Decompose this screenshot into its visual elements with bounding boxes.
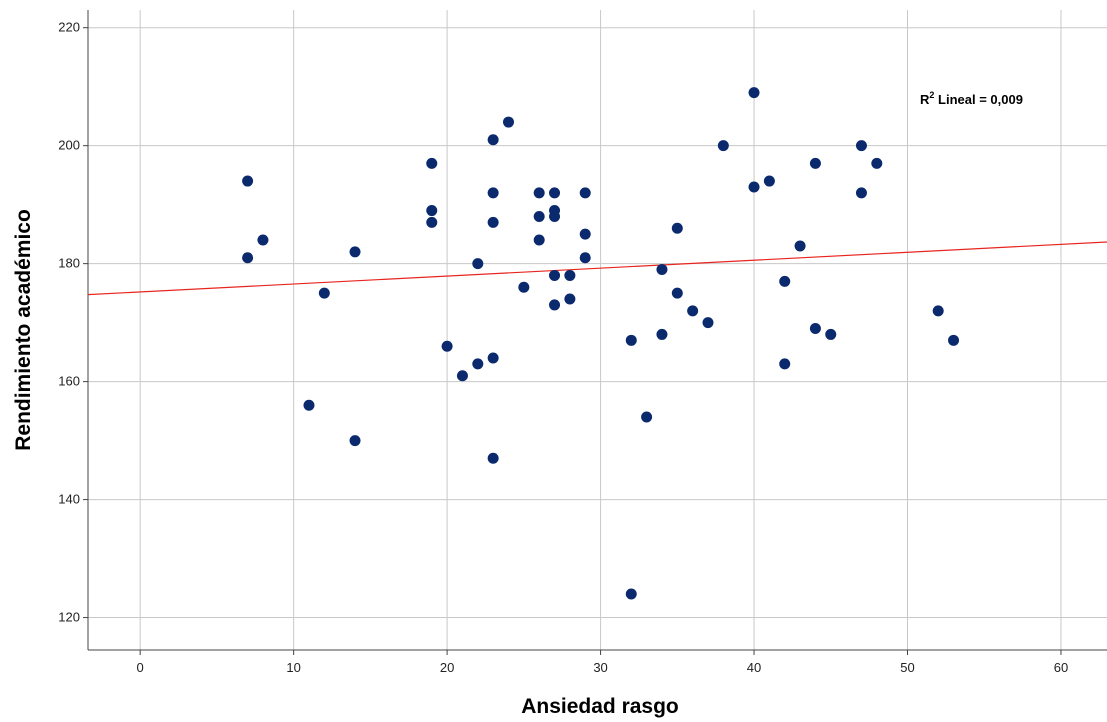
data-point xyxy=(502,116,514,128)
x-tick-label: 30 xyxy=(593,660,607,675)
y-tick-label: 220 xyxy=(58,20,80,35)
data-point xyxy=(318,287,330,299)
data-point xyxy=(702,317,714,329)
data-point xyxy=(855,140,867,152)
fit-line xyxy=(87,241,1107,296)
data-point xyxy=(472,358,484,370)
data-point xyxy=(809,323,821,335)
fit-line-layer xyxy=(87,241,1107,296)
data-point xyxy=(564,293,576,305)
x-axis-title: Ansiedad rasgo xyxy=(521,695,679,718)
x-tick-label: 50 xyxy=(900,660,914,675)
data-point xyxy=(441,340,453,352)
data-point xyxy=(303,399,315,411)
data-point xyxy=(825,328,837,340)
data-point xyxy=(518,281,530,293)
data-point xyxy=(932,305,944,317)
grid-lines xyxy=(88,10,1107,650)
data-point xyxy=(579,187,591,199)
data-points xyxy=(242,87,960,600)
data-point xyxy=(257,234,269,246)
data-point xyxy=(671,287,683,299)
x-tick-label: 10 xyxy=(286,660,300,675)
data-point xyxy=(426,205,438,217)
data-point xyxy=(242,175,254,187)
data-point xyxy=(456,370,468,382)
data-point xyxy=(549,269,561,281)
data-point xyxy=(549,210,561,222)
data-point xyxy=(487,216,499,228)
data-point xyxy=(748,181,760,193)
y-tick-label: 200 xyxy=(58,138,80,153)
data-point xyxy=(533,210,545,222)
y-tick-label: 180 xyxy=(58,256,80,271)
r-squared-annotation: R2 Lineal = 0,009 xyxy=(920,90,1023,107)
data-point xyxy=(717,140,729,152)
data-point xyxy=(242,252,254,264)
tick-labels: 0 10 20 30 40 50 60 120 140 160 180 200 220 xyxy=(58,20,1068,675)
data-point xyxy=(564,269,576,281)
data-point xyxy=(794,240,806,252)
data-point xyxy=(349,246,361,258)
data-point xyxy=(855,187,867,199)
y-tick-label: 120 xyxy=(58,610,80,625)
y-axis-title: Rendimiento académico xyxy=(12,209,35,451)
data-point xyxy=(549,299,561,311)
data-point xyxy=(533,187,545,199)
data-point xyxy=(533,234,545,246)
data-point xyxy=(687,305,699,317)
data-point xyxy=(671,222,683,234)
axes xyxy=(83,10,1107,655)
data-point xyxy=(871,157,883,169)
data-point xyxy=(487,452,499,464)
data-point xyxy=(656,264,668,276)
data-point xyxy=(487,134,499,146)
data-point xyxy=(426,157,438,169)
y-tick-label: 160 xyxy=(58,374,80,389)
x-tick-label: 40 xyxy=(747,660,761,675)
x-tick-label: 20 xyxy=(440,660,454,675)
data-point xyxy=(487,352,499,364)
data-point xyxy=(779,358,791,370)
data-point xyxy=(579,228,591,240)
data-point xyxy=(549,187,561,199)
data-point xyxy=(426,216,438,228)
data-point xyxy=(579,252,591,264)
x-tick-label: 60 xyxy=(1054,660,1068,675)
data-point xyxy=(472,258,484,270)
data-point xyxy=(779,275,791,287)
data-point xyxy=(656,328,668,340)
x-tick-label: 0 xyxy=(137,660,144,675)
data-point xyxy=(748,87,760,99)
data-point xyxy=(625,334,637,346)
data-point xyxy=(809,157,821,169)
data-point xyxy=(641,411,653,423)
y-tick-label: 140 xyxy=(58,492,80,507)
data-point xyxy=(625,588,637,600)
data-point xyxy=(349,435,361,447)
data-point xyxy=(487,187,499,199)
data-point xyxy=(948,334,960,346)
data-point xyxy=(763,175,775,187)
